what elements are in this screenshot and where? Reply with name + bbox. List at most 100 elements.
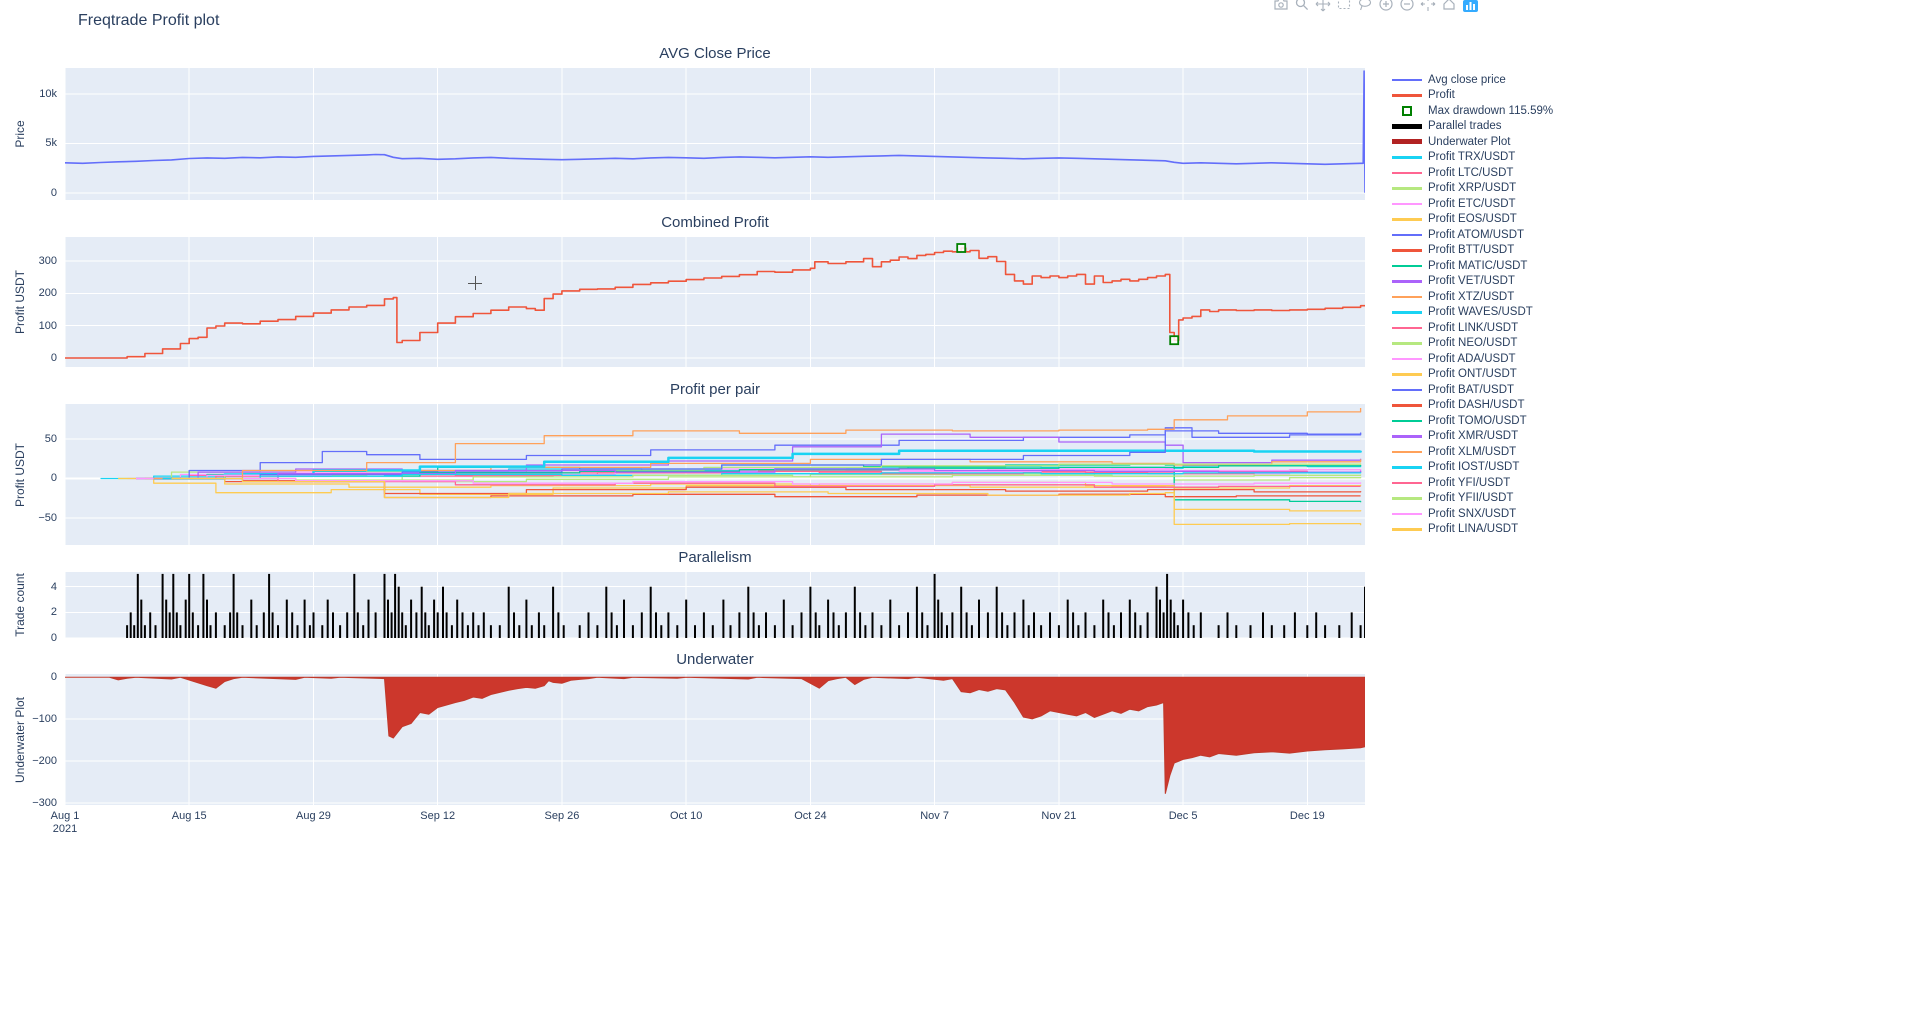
zoom-icon[interactable] [1293, 0, 1311, 12]
trade-count-bar [1166, 573, 1169, 638]
legend-item[interactable]: Profit EOS/USDT [1392, 212, 1553, 228]
trade-count-bar [915, 586, 918, 638]
y-tick-label: 0 [50, 632, 57, 644]
parallelism-plot[interactable] [65, 572, 1365, 638]
subplot-profit-per-pair[interactable]: −50 0 50 [38, 404, 1365, 545]
legend-item[interactable]: Profit WAVES/USDT [1392, 305, 1553, 321]
y-tick-label: −200 [32, 755, 57, 768]
legend-item[interactable]: Profit ETC/USDT [1392, 196, 1553, 212]
legend-item[interactable]: Profit LTC/USDT [1392, 165, 1553, 181]
legend-item[interactable]: Profit XTZ/USDT [1392, 289, 1553, 305]
legend-item-label: Profit SNX/USDT [1428, 507, 1517, 520]
zoom-in-icon[interactable] [1377, 0, 1395, 12]
trade-count-bar [752, 612, 755, 638]
x-tick-label: Oct 24 [794, 810, 827, 822]
trade-count-bar [1102, 599, 1105, 638]
legend-item[interactable]: Avg close price [1392, 72, 1553, 88]
y-tick-label: 4 [50, 580, 57, 593]
trade-count-bar [1155, 586, 1158, 638]
pan-icon[interactable] [1314, 0, 1332, 12]
trade-count-bar [223, 625, 226, 638]
trade-count-bar [387, 599, 389, 638]
trade-count-bar [498, 625, 501, 638]
trade-count-bar [472, 612, 475, 638]
trade-count-bar [241, 625, 244, 638]
trade-count-bar [1324, 625, 1327, 638]
x-tick-label: Aug 1 [50, 810, 80, 822]
reset-axes-icon[interactable] [1440, 0, 1458, 12]
y-tick-label: −100 [32, 713, 57, 726]
legend-item[interactable]: Parallel trades [1392, 119, 1553, 135]
combined-profit-plot[interactable] [65, 237, 1365, 367]
trade-count-bar [321, 625, 324, 638]
legend-item[interactable]: Profit ONT/USDT [1392, 367, 1553, 383]
legend-item-label: Profit XRP/USDT [1428, 182, 1517, 195]
box-select-icon[interactable] [1335, 0, 1353, 12]
profit-per-pair-plot[interactable] [65, 404, 1365, 545]
legend-color-sample [1392, 435, 1422, 438]
legend-item[interactable]: Profit TOMO/USDT [1392, 413, 1553, 429]
legend-item[interactable]: Underwater Plot [1392, 134, 1553, 150]
legend-item[interactable]: Profit YFII/USDT [1392, 491, 1553, 507]
subplot-underwater[interactable]: 0 −100 −200 −300 [32, 671, 1365, 809]
trade-count-bar [332, 612, 334, 638]
legend-item[interactable]: Profit [1392, 88, 1553, 104]
trade-count-bar [631, 625, 634, 638]
legend-item[interactable]: Profit NEO/USDT [1392, 336, 1553, 352]
subplot-avg-close-price[interactable]: 0 5k 10k [39, 68, 1365, 200]
legend-item[interactable]: Profit DASH/USDT [1392, 398, 1553, 414]
camera-icon[interactable] [1272, 0, 1290, 12]
trade-count-bar [143, 625, 146, 638]
legend-color-sample [1392, 78, 1422, 81]
legend-item[interactable]: Profit ATOM/USDT [1392, 227, 1553, 243]
legend-item[interactable]: Profit LINA/USDT [1392, 522, 1553, 538]
legend-item[interactable]: Profit LINK/USDT [1392, 320, 1553, 336]
legend-item[interactable]: Max drawdown 115.59% [1392, 103, 1553, 119]
legend-color-sample [1392, 326, 1422, 329]
plotly-logo-icon[interactable] [1461, 0, 1479, 12]
trade-count-bar [933, 573, 936, 638]
legend-item[interactable]: Profit XRP/USDT [1392, 181, 1553, 197]
legend-item[interactable]: Profit BAT/USDT [1392, 382, 1553, 398]
legend-item-label: Profit [1428, 89, 1455, 102]
legend-item[interactable]: Profit BTT/USDT [1392, 243, 1553, 259]
legend-swatch-line [1392, 202, 1422, 205]
x-tick-label: Sep 12 [420, 810, 456, 822]
legend-item[interactable]: Profit TRX/USDT [1392, 150, 1553, 166]
legend-item[interactable]: Profit XMR/USDT [1392, 429, 1553, 445]
legend-swatch-line [1392, 156, 1422, 159]
legend-item[interactable]: Profit SNX/USDT [1392, 506, 1553, 522]
trade-count-bar [1283, 625, 1286, 638]
subplot-title-underwater: Underwater [676, 651, 754, 668]
legend-item[interactable]: Profit ADA/USDT [1392, 351, 1553, 367]
trade-count-bar [809, 586, 812, 638]
x-tick-label: Aug 15 [171, 810, 207, 822]
trade-count-bar [1182, 599, 1185, 638]
underwater-plot[interactable] [65, 674, 1365, 805]
autoscale-icon[interactable] [1419, 0, 1437, 12]
subplot-parallelism[interactable]: 0 2 4 [51, 572, 1365, 644]
subplot-combined-profit[interactable]: 0 100 200 300 [39, 237, 1365, 367]
trade-count-bar [367, 599, 370, 638]
y-tick-label: −50 [38, 512, 57, 525]
legend-item[interactable]: Profit VET/USDT [1392, 274, 1553, 290]
legend-item[interactable]: Profit MATIC/USDT [1392, 258, 1553, 274]
lasso-icon[interactable] [1356, 0, 1374, 12]
series-Profit IOST/USDT [162, 472, 1362, 480]
trade-count-bar [255, 625, 258, 638]
series-Profit XLM/USDT [153, 408, 1362, 480]
avg-close-price-plot[interactable] [65, 68, 1365, 200]
trade-count-bar [537, 612, 540, 638]
series-Profit XMR/USDT [153, 468, 1362, 480]
x-tick-label: Dec 5 [1168, 810, 1198, 822]
legend-item[interactable]: Profit IOST/USDT [1392, 460, 1553, 476]
trade-count-bar [250, 599, 253, 638]
legend-color-sample [1392, 233, 1422, 236]
legend-color-sample [1392, 202, 1422, 205]
zoom-out-icon[interactable] [1398, 0, 1416, 12]
trade-count-bar [1176, 625, 1179, 638]
legend-item[interactable]: Profit YFI/USDT [1392, 475, 1553, 491]
legend-item[interactable]: Profit XLM/USDT [1392, 444, 1553, 460]
trade-count-bar [489, 625, 492, 638]
x-tick-label: Dec 19 [1289, 810, 1325, 822]
